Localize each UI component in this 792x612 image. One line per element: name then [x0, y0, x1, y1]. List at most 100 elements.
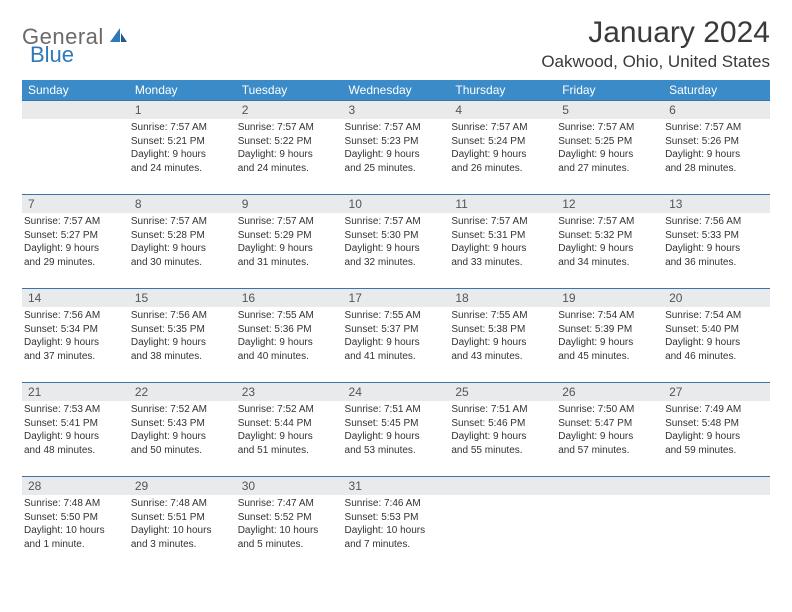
day-details: Sunrise: 7:54 AMSunset: 5:40 PMDaylight:…: [663, 307, 770, 365]
calendar-body: 1Sunrise: 7:57 AMSunset: 5:21 PMDaylight…: [22, 101, 770, 565]
day-details: Sunrise: 7:48 AMSunset: 5:51 PMDaylight:…: [129, 495, 236, 553]
detail-line: Sunset: 5:26 PM: [665, 135, 766, 149]
calendar-cell: 18Sunrise: 7:55 AMSunset: 5:38 PMDayligh…: [449, 289, 556, 377]
calendar-row: 7Sunrise: 7:57 AMSunset: 5:27 PMDaylight…: [22, 195, 770, 283]
day-details: Sunrise: 7:50 AMSunset: 5:47 PMDaylight:…: [556, 401, 663, 459]
day-details: Sunrise: 7:57 AMSunset: 5:23 PMDaylight:…: [343, 119, 450, 177]
detail-line: Daylight: 9 hours: [665, 336, 766, 350]
day-number: 3: [343, 101, 450, 119]
day-details: Sunrise: 7:51 AMSunset: 5:45 PMDaylight:…: [343, 401, 450, 459]
weekday-header: Thursday: [449, 80, 556, 101]
detail-line: Daylight: 9 hours: [238, 430, 339, 444]
detail-line: Sunrise: 7:53 AM: [24, 403, 125, 417]
calendar-cell: 25Sunrise: 7:51 AMSunset: 5:46 PMDayligh…: [449, 383, 556, 471]
detail-line: Sunrise: 7:57 AM: [24, 215, 125, 229]
sail-icon: [108, 26, 128, 49]
detail-line: Daylight: 10 hours: [24, 524, 125, 538]
detail-line: Daylight: 9 hours: [451, 148, 552, 162]
day-details: Sunrise: 7:57 AMSunset: 5:26 PMDaylight:…: [663, 119, 770, 177]
calendar-cell: [556, 477, 663, 565]
weekday-header: Wednesday: [343, 80, 450, 101]
calendar-cell: 21Sunrise: 7:53 AMSunset: 5:41 PMDayligh…: [22, 383, 129, 471]
calendar-cell: 31Sunrise: 7:46 AMSunset: 5:53 PMDayligh…: [343, 477, 450, 565]
detail-line: Daylight: 9 hours: [665, 242, 766, 256]
calendar-cell: 8Sunrise: 7:57 AMSunset: 5:28 PMDaylight…: [129, 195, 236, 283]
detail-line: and 40 minutes.: [238, 350, 339, 364]
day-details: Sunrise: 7:56 AMSunset: 5:34 PMDaylight:…: [22, 307, 129, 365]
day-number: 2: [236, 101, 343, 119]
calendar-cell: 28Sunrise: 7:48 AMSunset: 5:50 PMDayligh…: [22, 477, 129, 565]
detail-line: and 27 minutes.: [558, 162, 659, 176]
detail-line: and 25 minutes.: [345, 162, 446, 176]
day-details: Sunrise: 7:53 AMSunset: 5:41 PMDaylight:…: [22, 401, 129, 459]
detail-line: Sunrise: 7:55 AM: [345, 309, 446, 323]
calendar-cell: 23Sunrise: 7:52 AMSunset: 5:44 PMDayligh…: [236, 383, 343, 471]
calendar-cell: 6Sunrise: 7:57 AMSunset: 5:26 PMDaylight…: [663, 101, 770, 189]
day-number: 12: [556, 195, 663, 213]
day-details: Sunrise: 7:54 AMSunset: 5:39 PMDaylight:…: [556, 307, 663, 365]
detail-line: and 46 minutes.: [665, 350, 766, 364]
day-number: 17: [343, 289, 450, 307]
detail-line: Daylight: 9 hours: [451, 430, 552, 444]
detail-line: Sunset: 5:45 PM: [345, 417, 446, 431]
detail-line: Daylight: 9 hours: [558, 242, 659, 256]
detail-line: Sunrise: 7:57 AM: [451, 215, 552, 229]
calendar-cell: 5Sunrise: 7:57 AMSunset: 5:25 PMDaylight…: [556, 101, 663, 189]
calendar-cell: [22, 101, 129, 189]
detail-line: Sunrise: 7:48 AM: [24, 497, 125, 511]
detail-line: and 29 minutes.: [24, 256, 125, 270]
day-number: [663, 477, 770, 495]
detail-line: Sunset: 5:53 PM: [345, 511, 446, 525]
detail-line: Daylight: 9 hours: [558, 148, 659, 162]
day-details: Sunrise: 7:57 AMSunset: 5:22 PMDaylight:…: [236, 119, 343, 177]
detail-line: Sunset: 5:41 PM: [24, 417, 125, 431]
detail-line: Daylight: 9 hours: [345, 336, 446, 350]
detail-line: and 57 minutes.: [558, 444, 659, 458]
calendar-cell: 2Sunrise: 7:57 AMSunset: 5:22 PMDaylight…: [236, 101, 343, 189]
detail-line: and 7 minutes.: [345, 538, 446, 552]
day-details: Sunrise: 7:51 AMSunset: 5:46 PMDaylight:…: [449, 401, 556, 459]
detail-line: Sunset: 5:40 PM: [665, 323, 766, 337]
detail-line: Sunset: 5:21 PM: [131, 135, 232, 149]
calendar-cell: 4Sunrise: 7:57 AMSunset: 5:24 PMDaylight…: [449, 101, 556, 189]
detail-line: Daylight: 9 hours: [24, 430, 125, 444]
detail-line: Sunset: 5:27 PM: [24, 229, 125, 243]
detail-line: and 59 minutes.: [665, 444, 766, 458]
calendar-cell: 15Sunrise: 7:56 AMSunset: 5:35 PMDayligh…: [129, 289, 236, 377]
detail-line: Sunset: 5:47 PM: [558, 417, 659, 431]
detail-line: Sunrise: 7:57 AM: [238, 215, 339, 229]
calendar-cell: 22Sunrise: 7:52 AMSunset: 5:43 PMDayligh…: [129, 383, 236, 471]
day-details: Sunrise: 7:57 AMSunset: 5:25 PMDaylight:…: [556, 119, 663, 177]
detail-line: Daylight: 10 hours: [345, 524, 446, 538]
day-number: 9: [236, 195, 343, 213]
detail-line: Sunset: 5:28 PM: [131, 229, 232, 243]
detail-line: Sunset: 5:36 PM: [238, 323, 339, 337]
day-details: Sunrise: 7:57 AMSunset: 5:28 PMDaylight:…: [129, 213, 236, 271]
detail-line: and 53 minutes.: [345, 444, 446, 458]
detail-line: Sunrise: 7:46 AM: [345, 497, 446, 511]
detail-line: and 24 minutes.: [238, 162, 339, 176]
detail-line: Sunset: 5:37 PM: [345, 323, 446, 337]
day-number: 22: [129, 383, 236, 401]
calendar-cell: [449, 477, 556, 565]
detail-line: Daylight: 9 hours: [345, 242, 446, 256]
detail-line: and 3 minutes.: [131, 538, 232, 552]
detail-line: Daylight: 9 hours: [665, 430, 766, 444]
day-number: 30: [236, 477, 343, 495]
month-title: January 2024: [541, 16, 770, 50]
calendar-row: 28Sunrise: 7:48 AMSunset: 5:50 PMDayligh…: [22, 477, 770, 565]
calendar-cell: 12Sunrise: 7:57 AMSunset: 5:32 PMDayligh…: [556, 195, 663, 283]
detail-line: Sunset: 5:50 PM: [24, 511, 125, 525]
detail-line: Sunset: 5:23 PM: [345, 135, 446, 149]
day-number: [22, 101, 129, 119]
calendar-cell: 14Sunrise: 7:56 AMSunset: 5:34 PMDayligh…: [22, 289, 129, 377]
detail-line: Sunrise: 7:49 AM: [665, 403, 766, 417]
detail-line: Sunset: 5:46 PM: [451, 417, 552, 431]
day-details: Sunrise: 7:56 AMSunset: 5:35 PMDaylight:…: [129, 307, 236, 365]
calendar-row: 21Sunrise: 7:53 AMSunset: 5:41 PMDayligh…: [22, 383, 770, 471]
day-number: 27: [663, 383, 770, 401]
detail-line: Sunrise: 7:57 AM: [345, 215, 446, 229]
brand-accent: Blue: [30, 42, 74, 67]
detail-line: Sunrise: 7:55 AM: [451, 309, 552, 323]
detail-line: and 43 minutes.: [451, 350, 552, 364]
